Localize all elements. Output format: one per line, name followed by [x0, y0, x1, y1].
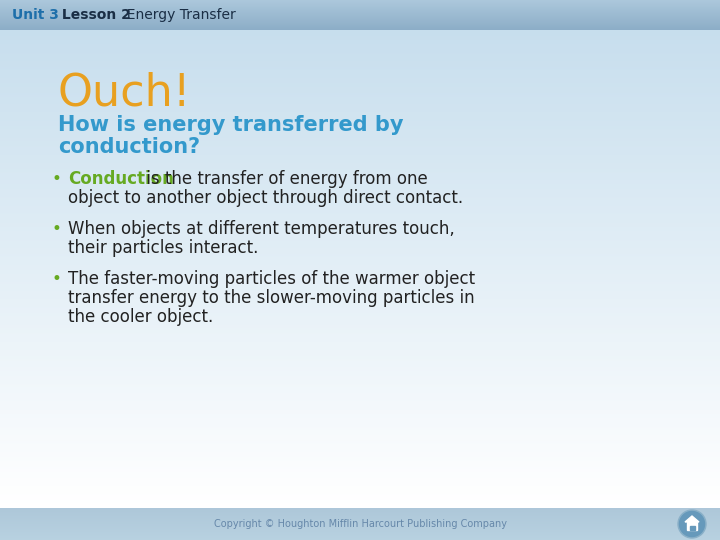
Text: transfer energy to the slower-moving particles in: transfer energy to the slower-moving par… [68, 289, 474, 307]
Text: Ouch!: Ouch! [58, 72, 192, 115]
Polygon shape [685, 516, 699, 522]
Text: conduction?: conduction? [58, 137, 200, 157]
Text: When objects at different temperatures touch,: When objects at different temperatures t… [68, 220, 455, 238]
Text: object to another object through direct contact.: object to another object through direct … [68, 189, 463, 207]
Text: the cooler object.: the cooler object. [68, 308, 213, 326]
Text: their particles interact.: their particles interact. [68, 239, 258, 257]
Bar [690, 525, 695, 530]
Text: The faster-moving particles of the warmer object: The faster-moving particles of the warme… [68, 270, 475, 288]
Text: Copyright © Houghton Mifflin Harcourt Publishing Company: Copyright © Houghton Mifflin Harcourt Pu… [214, 519, 506, 529]
Text: •: • [52, 270, 62, 288]
Text: Energy Transfer: Energy Transfer [118, 8, 235, 22]
Bar [687, 522, 697, 530]
Circle shape [678, 510, 706, 538]
Circle shape [680, 511, 704, 537]
Text: How is energy transferred by: How is energy transferred by [58, 115, 403, 135]
Text: is the transfer of energy from one: is the transfer of energy from one [141, 170, 428, 188]
Text: •: • [52, 170, 62, 188]
Text: Unit 3: Unit 3 [12, 8, 59, 22]
Text: Lesson 2: Lesson 2 [57, 8, 131, 22]
Text: •: • [52, 220, 62, 238]
Text: Conduction: Conduction [68, 170, 174, 188]
